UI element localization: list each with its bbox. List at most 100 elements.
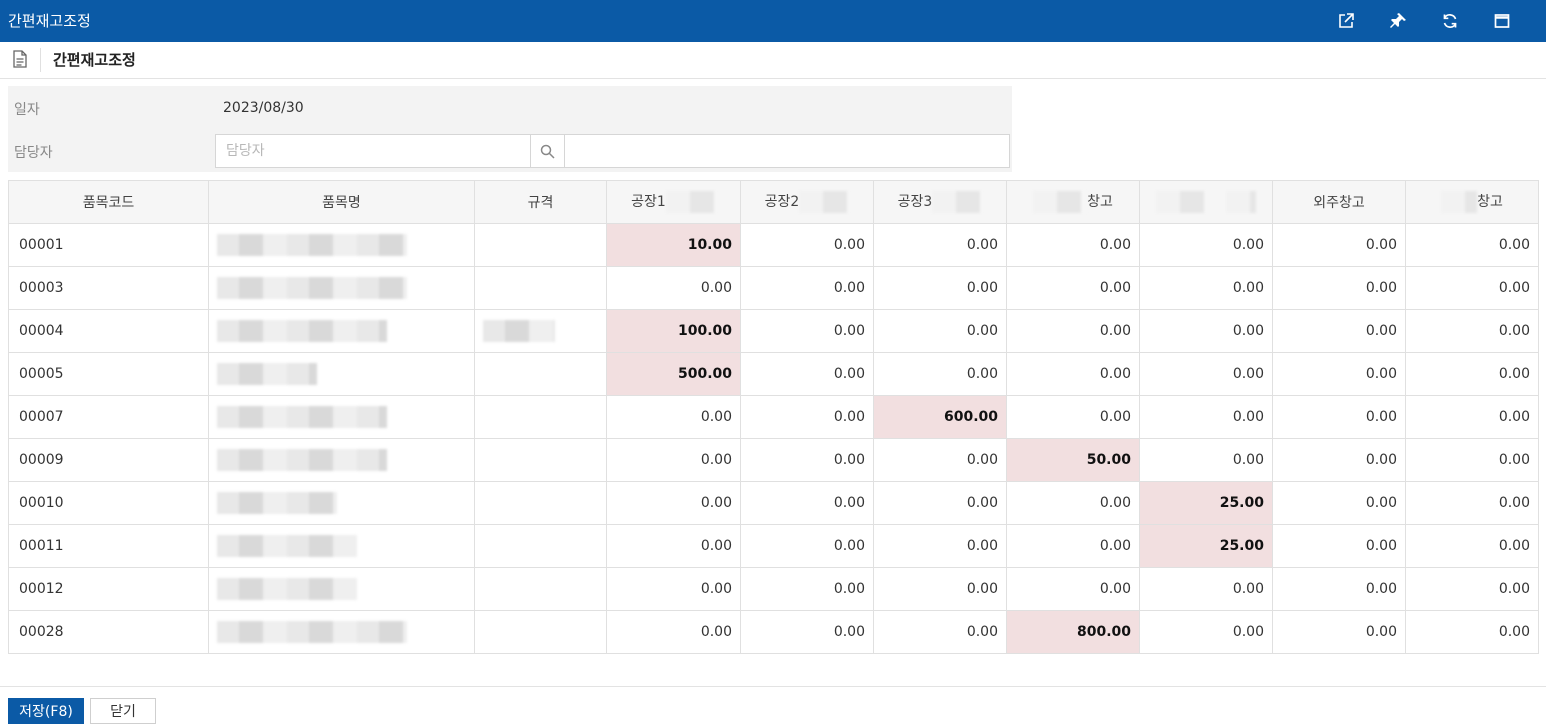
item-code-cell[interactable]: 00007 (8, 395, 209, 439)
col-header-factory1[interactable]: 공장1 (606, 180, 741, 224)
item-code-cell[interactable]: 00011 (8, 524, 209, 568)
manager-search-button[interactable] (531, 134, 565, 168)
qty-cell[interactable]: 0.00 (606, 481, 741, 525)
pin-icon[interactable] (1372, 0, 1424, 42)
qty-cell[interactable]: 0.00 (1139, 266, 1273, 310)
qty-cell[interactable]: 0.00 (1139, 567, 1273, 611)
qty-cell[interactable]: 0.00 (1272, 266, 1406, 310)
col-header-redacted[interactable] (1139, 180, 1273, 224)
qty-cell[interactable]: 0.00 (740, 352, 874, 396)
qty-cell[interactable]: 0.00 (1405, 481, 1539, 525)
spec-cell[interactable] (474, 352, 607, 396)
item-code-cell[interactable]: 00012 (8, 567, 209, 611)
qty-cell[interactable]: 0.00 (873, 309, 1007, 353)
item-name-cell[interactable] (208, 481, 475, 525)
item-name-cell[interactable] (208, 438, 475, 482)
spec-cell[interactable] (474, 567, 607, 611)
qty-cell[interactable]: 0.00 (873, 266, 1007, 310)
table-row[interactable]: 00010 0.00 0.00 0.00 0.00 25.00 0.00 0.00 (8, 481, 1539, 525)
qty-cell[interactable]: 0.00 (1006, 567, 1140, 611)
qty-cell[interactable]: 0.00 (1006, 266, 1140, 310)
col-header-item-name[interactable]: 품목명 (208, 180, 475, 224)
qty-cell[interactable]: 0.00 (740, 223, 874, 267)
qty-cell[interactable]: 0.00 (740, 395, 874, 439)
qty-cell[interactable]: 0.00 (1272, 610, 1406, 654)
qty-cell[interactable]: 0.00 (1139, 352, 1273, 396)
qty-cell[interactable]: 0.00 (1006, 352, 1140, 396)
manager-input[interactable] (215, 134, 531, 168)
qty-cell[interactable]: 0.00 (1006, 395, 1140, 439)
qty-cell[interactable]: 100.00 (606, 309, 741, 353)
table-row[interactable]: 00009 0.00 0.00 0.00 50.00 0.00 0.00 0.00 (8, 438, 1539, 482)
spec-cell[interactable] (474, 266, 607, 310)
qty-cell[interactable]: 0.00 (1405, 438, 1539, 482)
table-row[interactable]: 00012 0.00 0.00 0.00 0.00 0.00 0.00 0.00 (8, 567, 1539, 611)
qty-cell[interactable]: 0.00 (1272, 395, 1406, 439)
qty-cell[interactable]: 0.00 (1405, 266, 1539, 310)
table-row[interactable]: 00004 100.00 0.00 0.00 0.00 0.00 0.00 0.00 (8, 309, 1539, 353)
save-button[interactable]: 저장(F8) (8, 698, 84, 724)
qty-cell[interactable]: 0.00 (1405, 352, 1539, 396)
qty-cell[interactable]: 0.00 (740, 438, 874, 482)
date-value[interactable]: 2023/08/30 (223, 100, 304, 116)
item-code-cell[interactable]: 00003 (8, 266, 209, 310)
qty-cell[interactable]: 600.00 (873, 395, 1007, 439)
table-row[interactable]: 00007 0.00 0.00 600.00 0.00 0.00 0.00 0.00 (8, 395, 1539, 439)
qty-cell[interactable]: 0.00 (873, 438, 1007, 482)
item-name-cell[interactable] (208, 567, 475, 611)
spec-cell[interactable] (474, 481, 607, 525)
qty-cell[interactable]: 0.00 (873, 524, 1007, 568)
qty-cell[interactable]: 0.00 (606, 567, 741, 611)
qty-cell[interactable]: 0.00 (1405, 567, 1539, 611)
col-header-warehouse[interactable]: 창고 (1006, 180, 1140, 224)
qty-cell[interactable]: 0.00 (1272, 524, 1406, 568)
qty-cell[interactable]: 0.00 (1405, 395, 1539, 439)
table-row[interactable]: 00001 10.00 0.00 0.00 0.00 0.00 0.00 0.00 (8, 223, 1539, 267)
col-header-item-code[interactable]: 품목코드 (8, 180, 209, 224)
refresh-icon[interactable] (1424, 0, 1476, 42)
qty-cell[interactable]: 0.00 (1139, 395, 1273, 439)
col-header-factory3[interactable]: 공장3 (873, 180, 1007, 224)
qty-cell[interactable]: 0.00 (1272, 481, 1406, 525)
qty-cell[interactable]: 0.00 (606, 610, 741, 654)
qty-cell[interactable]: 0.00 (873, 610, 1007, 654)
qty-cell[interactable]: 0.00 (1272, 309, 1406, 353)
qty-cell[interactable]: 0.00 (606, 524, 741, 568)
qty-cell[interactable]: 0.00 (740, 481, 874, 525)
qty-cell[interactable]: 0.00 (873, 223, 1007, 267)
item-name-cell[interactable] (208, 309, 475, 353)
spec-cell[interactable] (474, 223, 607, 267)
qty-cell[interactable]: 0.00 (1006, 223, 1140, 267)
item-name-cell[interactable] (208, 223, 475, 267)
external-link-icon[interactable] (1320, 0, 1372, 42)
qty-cell[interactable]: 0.00 (740, 309, 874, 353)
qty-cell[interactable]: 0.00 (1139, 610, 1273, 654)
qty-cell[interactable]: 50.00 (1006, 438, 1140, 482)
table-row[interactable]: 00028 0.00 0.00 0.00 800.00 0.00 0.00 0.00 (8, 610, 1539, 654)
qty-cell[interactable]: 0.00 (740, 610, 874, 654)
qty-cell[interactable]: 0.00 (1272, 567, 1406, 611)
qty-cell[interactable]: 0.00 (1405, 309, 1539, 353)
table-row[interactable]: 00003 0.00 0.00 0.00 0.00 0.00 0.00 0.00 (8, 266, 1539, 310)
qty-cell[interactable]: 25.00 (1139, 481, 1273, 525)
qty-cell[interactable]: 0.00 (1405, 524, 1539, 568)
item-code-cell[interactable]: 00005 (8, 352, 209, 396)
item-name-cell[interactable] (208, 610, 475, 654)
spec-cell[interactable] (474, 524, 607, 568)
qty-cell[interactable]: 0.00 (740, 567, 874, 611)
qty-cell[interactable]: 0.00 (1139, 223, 1273, 267)
item-code-cell[interactable]: 00028 (8, 610, 209, 654)
qty-cell[interactable]: 0.00 (740, 524, 874, 568)
table-row[interactable]: 00011 0.00 0.00 0.00 0.00 25.00 0.00 0.00 (8, 524, 1539, 568)
qty-cell[interactable]: 0.00 (1405, 610, 1539, 654)
qty-cell[interactable]: 800.00 (1006, 610, 1140, 654)
spec-cell[interactable] (474, 438, 607, 482)
qty-cell[interactable]: 0.00 (873, 352, 1007, 396)
item-code-cell[interactable]: 00004 (8, 309, 209, 353)
item-code-cell[interactable]: 00010 (8, 481, 209, 525)
close-button[interactable]: 닫기 (90, 698, 156, 724)
item-name-cell[interactable] (208, 395, 475, 439)
table-row[interactable]: 00005 500.00 0.00 0.00 0.00 0.00 0.00 0.00 (8, 352, 1539, 396)
col-header-outsourced-warehouse[interactable]: 외주창고 (1272, 180, 1406, 224)
qty-cell[interactable]: 0.00 (1405, 223, 1539, 267)
